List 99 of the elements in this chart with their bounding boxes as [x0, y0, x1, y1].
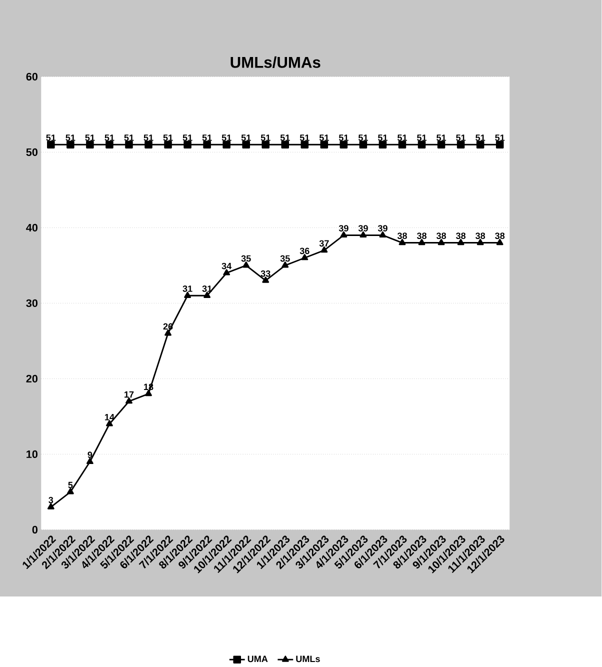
point	[496, 140, 504, 149]
data-label: 31	[202, 285, 212, 292]
point	[379, 231, 386, 238]
point	[106, 420, 114, 426]
point	[164, 140, 172, 149]
y-tick-label: 60	[26, 72, 38, 81]
data-label: 51	[495, 134, 505, 141]
y-tick-label: 20	[26, 374, 38, 383]
data-label: 51	[476, 134, 486, 141]
point	[145, 390, 152, 396]
data-label: 35	[280, 255, 290, 262]
y-tick-label: 10	[26, 450, 38, 458]
point	[262, 276, 270, 283]
point	[222, 140, 231, 149]
data-label: 51	[398, 134, 408, 141]
point	[378, 140, 387, 149]
point	[184, 292, 192, 298]
point	[86, 140, 94, 149]
y-tick-label: 40	[26, 224, 38, 232]
point	[48, 503, 55, 510]
data-label: 51	[300, 134, 310, 141]
point	[66, 140, 74, 149]
data-label: 51	[124, 134, 134, 141]
data-label: 38	[417, 232, 427, 240]
point	[203, 140, 212, 149]
point	[262, 140, 270, 149]
data-label: 51	[417, 134, 427, 141]
point	[398, 140, 406, 149]
data-label: 51	[358, 134, 368, 141]
point	[477, 238, 484, 246]
point	[340, 140, 348, 149]
data-label: 51	[261, 134, 271, 141]
data-label: 51	[104, 134, 114, 141]
point	[457, 140, 465, 149]
data-label: 51	[456, 134, 466, 141]
data-label: 39	[358, 225, 368, 232]
point	[242, 262, 250, 268]
point	[320, 140, 328, 149]
data-label: 51	[163, 134, 173, 141]
data-label: 51	[280, 134, 290, 141]
point	[457, 238, 464, 246]
data-label: 35	[241, 255, 252, 262]
y-tick-label: 50	[26, 148, 38, 156]
point	[359, 140, 368, 149]
data-label: 51	[46, 134, 56, 141]
data-label: 17	[124, 391, 134, 398]
data-label: 3	[48, 496, 54, 504]
point	[144, 140, 153, 149]
data-label: 51	[436, 134, 446, 141]
data-label: 51	[144, 134, 154, 141]
data-label: 51	[242, 134, 252, 141]
data-label: 36	[300, 248, 310, 254]
point	[360, 231, 367, 238]
point	[86, 458, 94, 464]
data-label: 51	[339, 134, 349, 141]
data-label: 38	[495, 232, 505, 240]
data-label: 38	[456, 232, 466, 240]
point	[282, 262, 289, 268]
point	[223, 269, 230, 276]
point	[242, 140, 250, 149]
y-tick-label: 0	[32, 526, 38, 534]
point	[476, 140, 484, 149]
data-label: 34	[222, 262, 232, 270]
data-label: 51	[66, 134, 76, 141]
data-label: 31	[182, 285, 192, 292]
data-label: 39	[339, 225, 349, 232]
data-label: 9	[88, 452, 92, 458]
point	[300, 140, 309, 149]
data-label: 51	[222, 134, 232, 141]
y-tick-label: 30	[26, 299, 38, 308]
point	[281, 140, 290, 149]
data-label: 51	[182, 134, 192, 141]
chart-title: UMLs/UMAs	[230, 56, 320, 68]
point	[398, 238, 406, 246]
data-label: 39	[378, 225, 388, 232]
point	[340, 231, 348, 238]
point	[418, 238, 426, 246]
point	[184, 140, 192, 149]
point	[204, 292, 211, 298]
point	[125, 140, 134, 149]
point	[67, 488, 74, 494]
data-label: 33	[260, 270, 270, 277]
point	[438, 238, 445, 246]
data-label: 38	[436, 232, 446, 240]
data-label: 38	[398, 232, 408, 240]
legend-label: UMA	[248, 656, 268, 662]
data-label: 5	[68, 482, 73, 488]
data-label: 51	[320, 134, 330, 141]
point	[106, 140, 114, 149]
point	[438, 140, 446, 149]
data-label: 51	[85, 134, 95, 141]
point	[47, 140, 55, 149]
point	[496, 238, 504, 246]
legend-label: UMLs	[296, 656, 320, 662]
data-label: 37	[320, 240, 329, 247]
data-label: 51	[378, 134, 388, 141]
data-label: 38	[476, 232, 486, 240]
point	[418, 140, 426, 149]
data-label: 51	[202, 134, 212, 141]
